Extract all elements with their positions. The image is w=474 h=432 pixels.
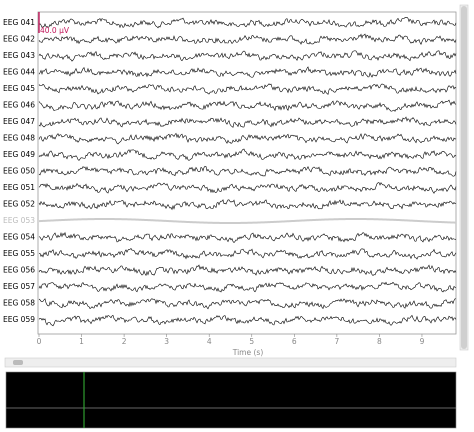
channel-trace (38, 182, 457, 194)
x-tick-label: 1 (79, 337, 84, 346)
channel-trace (38, 50, 457, 62)
horizontal-scroll-thumb[interactable] (13, 360, 23, 365)
channel-trace (38, 99, 457, 112)
traces (38, 17, 457, 327)
channel-label: EEG 043 (3, 51, 35, 60)
x-tick-label: 2 (122, 337, 127, 346)
channel-label: EEG 046 (3, 101, 35, 110)
channel-trace (38, 314, 457, 327)
channel-label: EEG 055 (3, 249, 35, 258)
x-axis-label: Time (s) (232, 348, 264, 357)
channel-trace (38, 199, 457, 211)
channel-labels: EEG 041 EEG 042 EEG 043 EEG 044 EEG 045 EEG 0… (3, 18, 35, 324)
x-tick-label: 4 (207, 337, 212, 346)
channel-label: EEG 044 (3, 68, 35, 77)
channel-label: EEG 056 (3, 266, 35, 275)
channel-label: EEG 051 (3, 183, 35, 192)
channel-label: EEG 052 (3, 200, 35, 209)
x-tick-label: 5 (249, 337, 254, 346)
channel-trace (38, 248, 457, 260)
channel-label: EEG 045 (3, 84, 35, 93)
horizontal-scrollbar[interactable] (4, 357, 457, 368)
channel-trace (38, 231, 457, 244)
x-ticks: 0 1 2 3 4 5 6 7 8 9 (37, 334, 425, 346)
plot-area (37, 11, 457, 335)
channel-trace (38, 33, 457, 45)
x-tick-label: 3 (164, 337, 169, 346)
channel-label: EEG 053 (3, 216, 35, 225)
channel-label: EEG 058 (3, 299, 35, 308)
channel-trace (38, 264, 457, 277)
x-tick-label: 9 (420, 337, 425, 346)
bad-channel-trace (38, 218, 457, 224)
channel-label: EEG 042 (3, 35, 35, 44)
x-tick-label: 8 (377, 337, 382, 346)
channel-label: EEG 050 (3, 167, 35, 176)
channel-label: EEG 057 (3, 282, 35, 291)
x-tick-label: 7 (334, 337, 339, 346)
channel-trace (38, 165, 457, 177)
channel-label: EEG 048 (3, 134, 35, 143)
channel-label: EEG 054 (3, 233, 35, 242)
channel-trace (38, 66, 457, 78)
overview-bar[interactable] (5, 371, 457, 429)
x-tick-label: 6 (292, 337, 297, 346)
channel-trace (38, 116, 457, 128)
channel-label: EEG 047 (3, 117, 35, 126)
channel-trace (38, 148, 457, 161)
vertical-scroll-thumb[interactable] (461, 6, 467, 349)
channel-trace (38, 281, 457, 293)
scale-label: 40.0 µV (40, 26, 70, 35)
channel-label: EEG 041 (3, 18, 35, 27)
channel-trace (38, 83, 457, 95)
channel-trace (38, 298, 457, 310)
channel-trace (38, 17, 457, 29)
channel-trace (38, 132, 457, 145)
channel-label: EEG 049 (3, 150, 35, 159)
channel-label: EEG 059 (3, 315, 35, 324)
x-tick-label: 0 (37, 337, 42, 346)
